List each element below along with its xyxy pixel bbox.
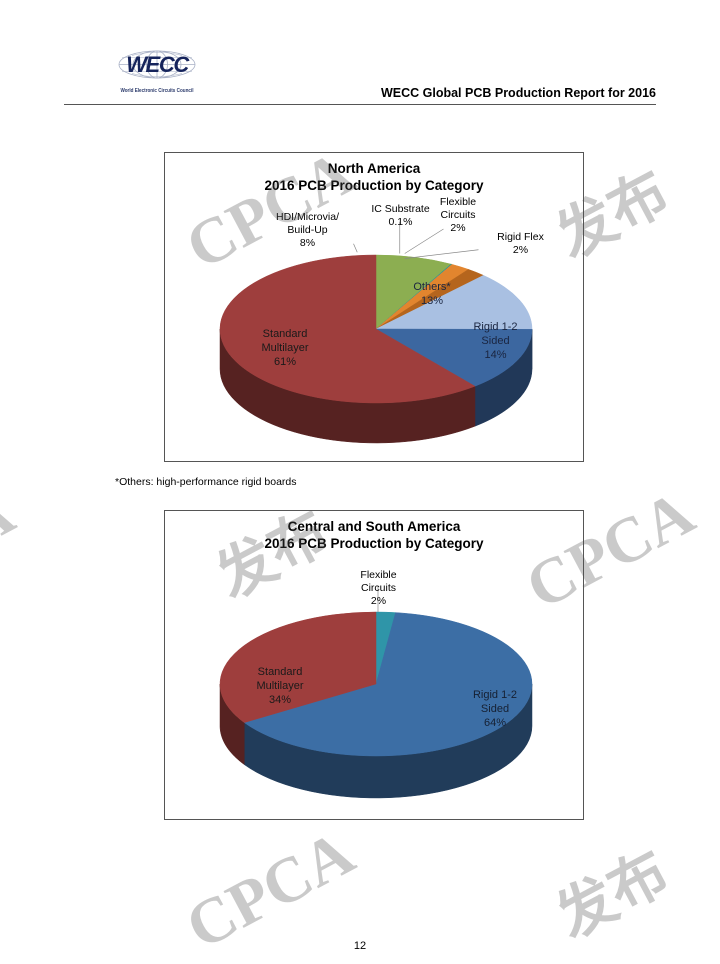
svg-text:WECC: WECC (126, 52, 190, 77)
